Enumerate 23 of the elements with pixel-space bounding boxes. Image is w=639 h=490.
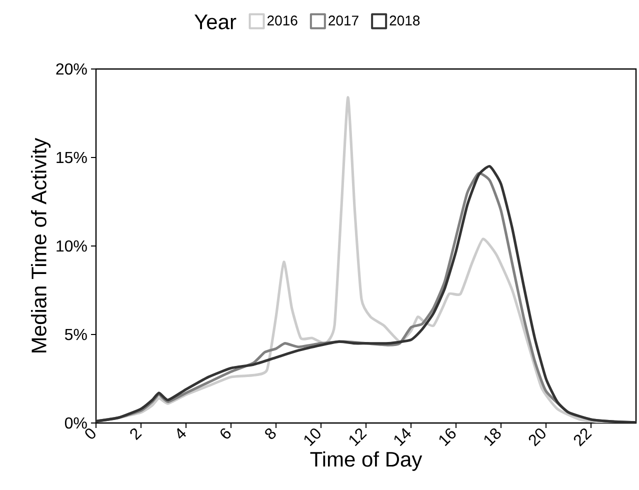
x-tick-label: 0 xyxy=(85,428,96,439)
x-axis-title: Time of Day xyxy=(310,451,422,471)
x-tick-label: 10 xyxy=(304,428,320,446)
y-tick-label: 15% xyxy=(56,152,87,164)
legend-title: Year xyxy=(194,14,236,30)
x-tick-label: 12 xyxy=(349,428,367,446)
y-tick-label: 5% xyxy=(64,328,87,340)
x-tick-label: 4 xyxy=(177,428,186,439)
y-axis-title: Median Time of Activity xyxy=(31,138,51,352)
legend-label: 2018 xyxy=(390,16,420,26)
x-tick-label: 8 xyxy=(265,428,276,440)
x-tick-label: 6 xyxy=(220,428,231,439)
legend-label: 2017 xyxy=(328,16,358,26)
x-tick-label: 2 xyxy=(130,428,142,440)
x-tick-label: 18 xyxy=(484,428,501,446)
x-tick-label: 20 xyxy=(528,428,546,446)
y-tick-label: 20% xyxy=(56,63,87,75)
legend-label: 2016 xyxy=(267,16,298,26)
y-tick-label: 0% xyxy=(64,417,87,429)
x-tick-label: 16 xyxy=(439,428,456,446)
x-tick-label: 14 xyxy=(394,428,411,446)
y-tick-label: 10% xyxy=(56,240,87,252)
x-tick-label: 22 xyxy=(574,428,592,446)
